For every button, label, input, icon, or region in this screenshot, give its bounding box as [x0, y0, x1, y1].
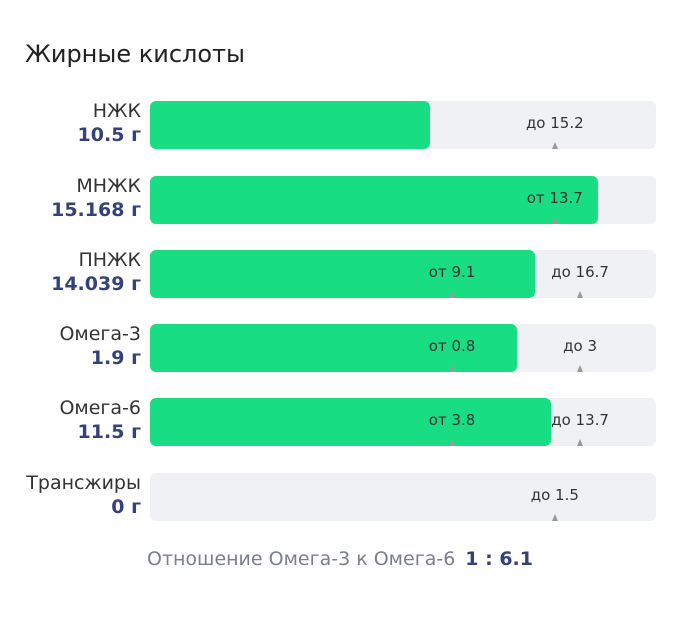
norm-tick [449, 365, 456, 372]
amount-unit: г [131, 421, 141, 443]
bar-fill [150, 101, 430, 149]
row-name: Омега-6 [59, 397, 141, 419]
bar-fill [150, 398, 551, 446]
norm-tick [577, 439, 584, 446]
row-amount: 15.168 г [51, 198, 141, 222]
row-label: Омега-6 11.5 г [59, 396, 141, 444]
amount-unit: г [131, 124, 141, 146]
norm-label: до 3 [563, 337, 598, 355]
fat-row: Омега-3 1.9 г от 0.8 до 3 [0, 322, 680, 372]
norm-label: до 13.7 [551, 411, 609, 429]
fat-row: НЖК 10.5 г до 15.2 [0, 99, 680, 149]
bar-fill [150, 176, 598, 224]
fat-row: Омега-6 11.5 г от 3.8 до 13.7 [0, 396, 680, 446]
row-amount: 10.5 г [78, 123, 141, 147]
norm-label: до 15.2 [525, 114, 584, 132]
amount-unit: г [131, 199, 141, 221]
norm-tick [551, 217, 558, 224]
row-name: Трансжиры [26, 472, 141, 494]
title: Жирные кислоты [25, 40, 245, 68]
norm-label: от 0.8 [428, 337, 476, 355]
norm-tick [551, 142, 558, 149]
ratio-value: 1 : 6.1 [465, 548, 533, 570]
bar-fill [150, 324, 517, 372]
row-name: Омега-3 [59, 323, 141, 345]
norm-tick [551, 514, 558, 521]
norm-label: до 16.7 [551, 263, 609, 281]
norm-tick [577, 291, 584, 298]
amount-value: 14.039 [51, 273, 125, 295]
bar-fill [150, 250, 536, 298]
amount-value: 1.9 [90, 347, 125, 369]
norm-tick [449, 439, 456, 446]
amount-value: 0 [111, 496, 125, 518]
norm-tick [449, 291, 456, 298]
amount-value: 15.168 [51, 199, 125, 221]
row-label: ПНЖК 14.039 г [51, 248, 141, 296]
row-amount: 0 г [26, 495, 141, 519]
amount-value: 11.5 [77, 421, 125, 443]
norm-label: от 3.8 [428, 411, 476, 429]
bar-track: до 15.2 [150, 101, 656, 149]
bar-track: от 13.7 [150, 176, 656, 224]
fat-row: МНЖК 15.168 г от 13.7 [0, 174, 680, 224]
row-name: МНЖК [76, 175, 141, 197]
amount-unit: г [131, 496, 141, 518]
row-label: Омега-3 1.9 г [59, 322, 141, 370]
row-amount: 11.5 г [59, 420, 141, 444]
bar-track: до 1.5 [150, 473, 656, 521]
norm-label: от 9.1 [428, 263, 476, 281]
row-name: НЖК [92, 100, 141, 122]
amount-unit: г [131, 347, 141, 369]
bar-track: от 0.8 до 3 [150, 324, 656, 372]
row-label: Трансжиры 0 г [26, 471, 141, 519]
fat-row: Трансжиры 0 г до 1.5 [0, 471, 680, 521]
bar-track: от 9.1 до 16.7 [150, 250, 656, 298]
row-name: ПНЖК [78, 249, 141, 271]
row-amount: 14.039 г [51, 272, 141, 296]
norm-label: до 1.5 [530, 486, 579, 504]
norm-tick [577, 365, 584, 372]
row-amount: 1.9 г [59, 346, 141, 370]
amount-value: 10.5 [77, 124, 125, 146]
row-label: НЖК 10.5 г [78, 99, 141, 147]
ratio-label: Отношение Омега-3 к Омега-6 [146, 548, 456, 570]
amount-unit: г [131, 273, 141, 295]
row-label: МНЖК 15.168 г [51, 174, 141, 222]
fat-row: ПНЖК 14.039 г от 9.1 до 16.7 [0, 248, 680, 298]
bar-track: от 3.8 до 13.7 [150, 398, 656, 446]
norm-label: от 13.7 [526, 189, 583, 207]
ratio: Отношение Омега-3 к Омега-6 1 : 6.1 [0, 548, 680, 570]
